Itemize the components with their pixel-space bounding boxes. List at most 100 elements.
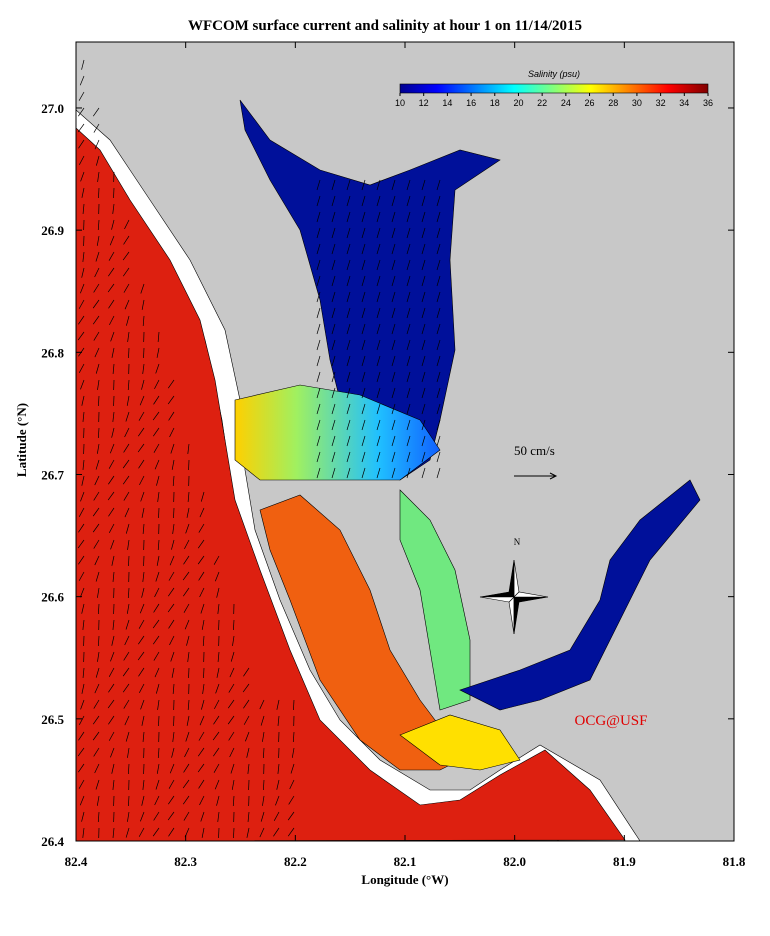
- current-vector: [276, 699, 280, 710]
- current-vector: [141, 795, 145, 806]
- current-vector: [406, 403, 411, 415]
- current-vector: [81, 603, 85, 614]
- current-vector: [111, 555, 115, 566]
- current-vector: [138, 667, 145, 677]
- current-vector: [346, 403, 351, 415]
- current-vector: [81, 475, 85, 486]
- current-vector: [232, 635, 235, 646]
- current-vector: [391, 291, 396, 303]
- current-vector: [316, 371, 321, 383]
- current-vector: [107, 699, 115, 709]
- current-vector: [112, 203, 115, 214]
- current-vector: [421, 227, 426, 239]
- current-vector: [94, 555, 100, 566]
- current-vector: [262, 795, 265, 806]
- current-vector: [213, 747, 220, 757]
- current-vector: [97, 427, 100, 439]
- current-vector: [108, 459, 115, 469]
- current-vector: [169, 427, 175, 438]
- current-vector: [376, 227, 381, 239]
- current-vector: [214, 779, 220, 790]
- current-vector: [376, 259, 381, 271]
- current-vector: [184, 619, 190, 630]
- current-vector: [421, 339, 426, 351]
- current-vector: [81, 811, 85, 822]
- current-vector: [273, 827, 280, 837]
- current-vector: [127, 811, 130, 822]
- colorbar-tick-label: 28: [608, 98, 618, 108]
- current-vector: [92, 715, 100, 725]
- current-vector: [331, 435, 336, 447]
- y-tick-label: 26.7: [41, 467, 64, 482]
- current-vector: [197, 747, 205, 757]
- axes: 82.4 82.3 82.2 82.1 82.0 81.9 81.8 26.4 26.5 26.6…: [41, 42, 746, 869]
- current-vector: [168, 779, 175, 789]
- current-vector: [80, 379, 85, 390]
- current-vector: [361, 323, 366, 335]
- current-vector: [421, 371, 426, 383]
- current-vector: [288, 795, 295, 805]
- colorbar-tick-label: 30: [632, 98, 642, 108]
- current-vector: [391, 243, 396, 255]
- current-vector: [78, 139, 85, 149]
- current-vector: [93, 123, 100, 133]
- current-vector: [95, 571, 100, 582]
- current-vector: [376, 179, 381, 191]
- current-vector: [97, 811, 100, 822]
- current-vector: [406, 323, 411, 335]
- current-vector: [182, 795, 190, 805]
- current-vector: [243, 699, 250, 709]
- current-vector: [123, 699, 130, 709]
- current-vector: [214, 699, 220, 710]
- current-vector: [217, 651, 220, 662]
- scale-label: 50 cm/s: [514, 443, 555, 458]
- current-vector: [96, 235, 100, 246]
- current-vector: [361, 195, 366, 207]
- colorbar-tick-label: 22: [537, 98, 547, 108]
- current-vector: [391, 435, 396, 447]
- current-vector: [436, 323, 441, 335]
- current-vector: [217, 811, 220, 822]
- current-vector: [263, 779, 265, 791]
- current-vector: [391, 211, 396, 223]
- current-vector: [92, 523, 100, 533]
- current-vector: [361, 275, 366, 287]
- current-vector: [361, 403, 366, 415]
- current-vector: [78, 555, 85, 565]
- current-vector: [361, 227, 366, 239]
- colorbar-tick-label: 32: [656, 98, 666, 108]
- current-vector: [156, 475, 160, 486]
- current-vector: [391, 307, 396, 319]
- current-vector: [406, 371, 411, 383]
- current-vector: [406, 211, 411, 223]
- current-vector: [128, 347, 130, 359]
- current-vector: [316, 179, 321, 191]
- current-vector: [154, 587, 160, 598]
- current-vector: [124, 427, 130, 438]
- current-vector: [406, 179, 411, 191]
- current-vector: [183, 603, 190, 613]
- current-vector: [316, 355, 321, 367]
- colorbar-tick-label: 12: [419, 98, 429, 108]
- current-vector: [346, 211, 351, 223]
- current-vector: [127, 379, 130, 390]
- current-vector: [154, 795, 160, 806]
- current-vector: [124, 507, 130, 518]
- current-vector: [122, 251, 130, 261]
- current-vector: [263, 747, 265, 759]
- current-vector: [111, 635, 115, 646]
- current-vector: [376, 371, 381, 383]
- current-vector: [155, 683, 160, 694]
- current-vector: [92, 299, 100, 309]
- current-vector: [233, 619, 235, 631]
- colorbar-tick-label: 20: [513, 98, 523, 108]
- current-vector: [421, 435, 426, 447]
- current-vector: [361, 259, 366, 271]
- current-vector: [138, 459, 145, 469]
- colorbar-tick-label: 18: [490, 98, 500, 108]
- current-vector: [201, 827, 205, 838]
- current-vector: [421, 467, 426, 479]
- current-vector: [346, 419, 351, 431]
- current-vector: [436, 355, 441, 367]
- current-vector: [203, 667, 205, 679]
